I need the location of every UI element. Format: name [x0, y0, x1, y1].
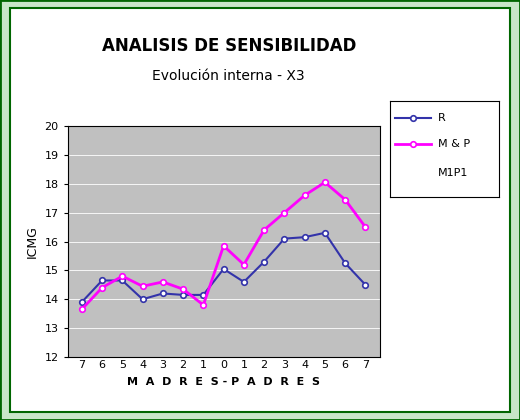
Text: ANALISIS DE SENSIBILIDAD: ANALISIS DE SENSIBILIDAD	[101, 37, 356, 55]
Line: R: R	[79, 230, 368, 305]
R	[160, 291, 166, 296]
M & P	[139, 284, 146, 289]
M & P	[180, 286, 186, 291]
R	[322, 230, 328, 235]
R	[119, 278, 125, 283]
Y-axis label: ICMG: ICMG	[26, 225, 39, 258]
Text: M & P: M & P	[438, 139, 470, 149]
Line: M & P: M & P	[79, 179, 368, 312]
R	[79, 299, 85, 304]
M & P	[241, 262, 247, 267]
R	[362, 282, 369, 287]
M & P	[362, 225, 369, 230]
R	[302, 235, 308, 240]
M & P	[281, 210, 288, 215]
M & P	[160, 279, 166, 284]
R	[220, 266, 227, 271]
Text: M1P1: M1P1	[438, 168, 469, 178]
Text: R: R	[438, 113, 446, 123]
Text: Evolución interna - X3: Evolución interna - X3	[152, 68, 305, 83]
M & P	[79, 307, 85, 312]
R	[200, 292, 206, 297]
M & P	[342, 197, 348, 202]
M & P	[322, 180, 328, 185]
M & P	[200, 302, 206, 307]
M & P	[261, 228, 267, 233]
M & P	[302, 193, 308, 198]
X-axis label: M  A  D  R  E  S - P  A  D  R  E  S: M A D R E S - P A D R E S	[127, 377, 320, 387]
M & P	[119, 274, 125, 279]
R	[342, 261, 348, 266]
R	[139, 297, 146, 302]
R	[261, 259, 267, 264]
M & P	[220, 243, 227, 248]
R	[99, 278, 105, 283]
M & P	[99, 285, 105, 290]
R	[180, 292, 186, 297]
R	[241, 279, 247, 284]
R	[281, 236, 288, 241]
